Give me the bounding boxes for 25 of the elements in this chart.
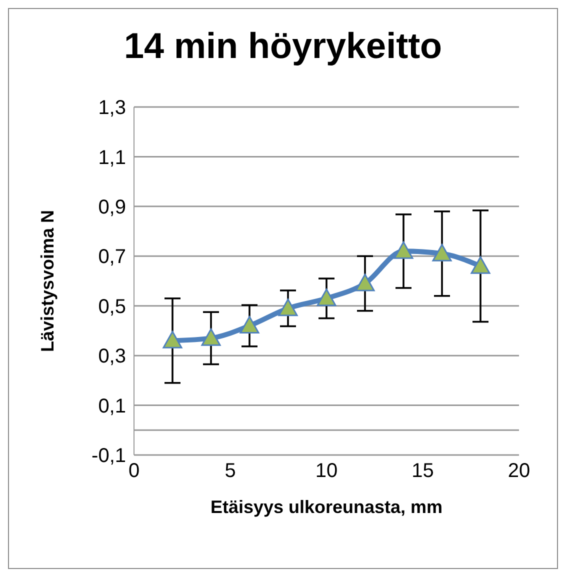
y-tick-label: -0,1: [92, 445, 126, 468]
y-tick-label: 0,1: [98, 395, 126, 418]
y-tick-label: 0,7: [98, 246, 126, 268]
x-tick-label: 20: [508, 460, 530, 482]
chart-title: 14 min höyrykeitto: [122, 25, 444, 68]
x-tick-label: 5: [224, 460, 236, 482]
y-tick-label: 0,9: [98, 196, 126, 219]
point: [240, 316, 260, 334]
y-tick-label: 0,5: [98, 296, 126, 318]
y-tick-label: 1,3: [98, 97, 126, 120]
point: [470, 256, 490, 274]
point: [162, 330, 182, 348]
point: [394, 241, 414, 259]
point: [316, 288, 336, 306]
x-tick-label: 15: [412, 460, 434, 482]
y-axis-title: Lävistysvoima N: [37, 210, 58, 352]
x-axis-title: Etäisyys ulkoreunasta, mm: [210, 497, 443, 517]
point: [278, 298, 298, 316]
point: [355, 274, 375, 292]
x-tick-label: 0: [128, 460, 140, 482]
point: [432, 244, 452, 262]
x-tick-label: 10: [315, 460, 338, 482]
y-tick-label: 0,3: [98, 346, 126, 368]
point: [201, 328, 221, 346]
y-tick-label: 1,1: [98, 146, 126, 169]
